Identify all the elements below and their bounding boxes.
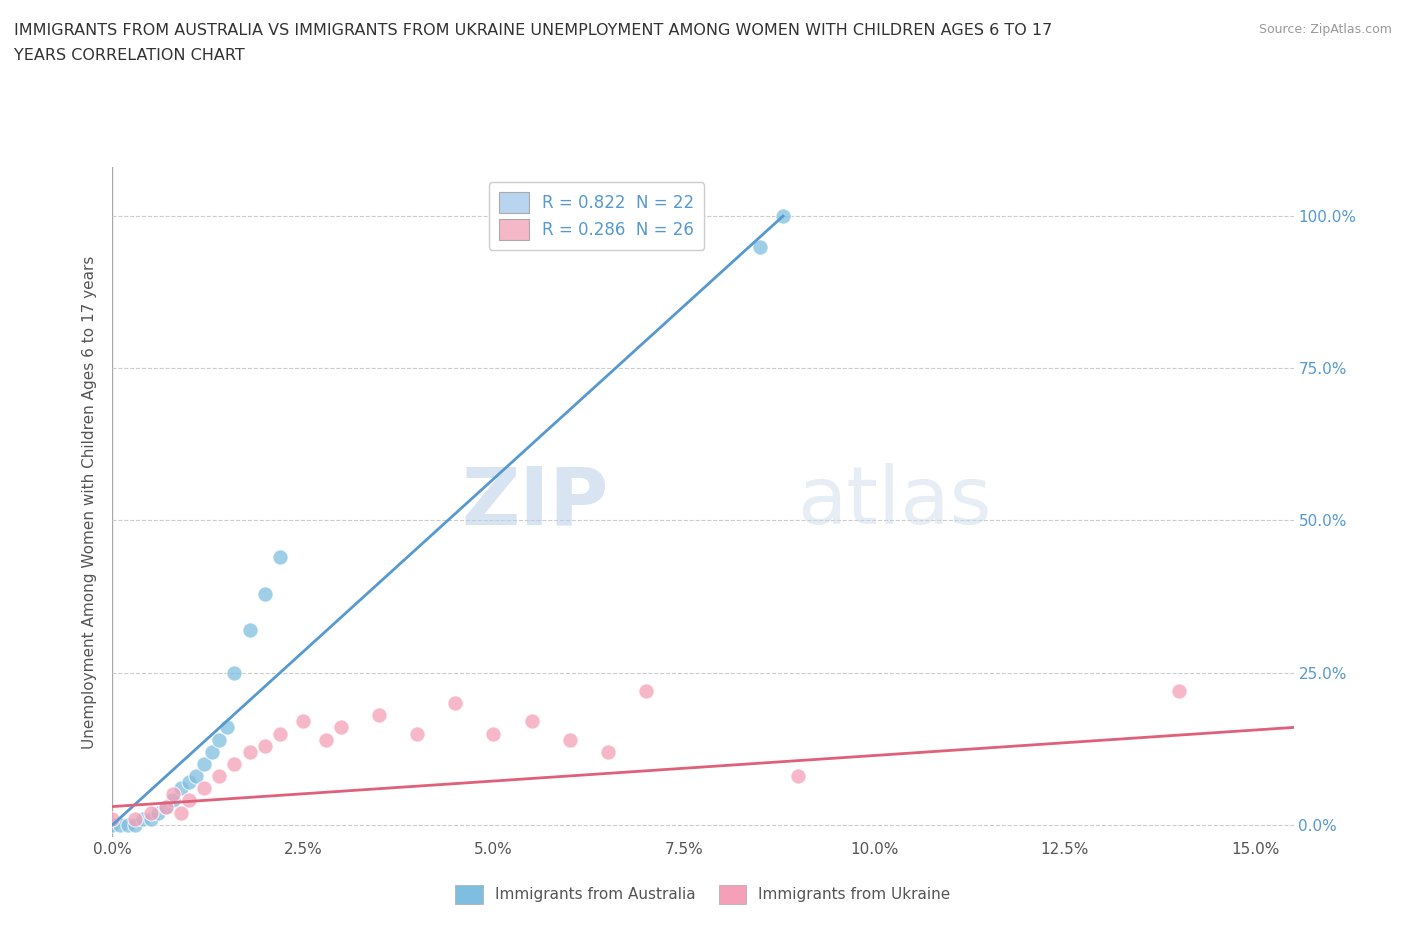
Point: [162, 787, 184, 802]
Point: [200, 744, 222, 759]
Point: [208, 732, 231, 747]
Point: [772, 208, 794, 223]
Point: [108, 817, 131, 832]
Point: [155, 799, 177, 814]
Point: [787, 769, 810, 784]
Point: [132, 811, 155, 826]
Point: [186, 769, 208, 784]
Y-axis label: Unemployment Among Women with Children Ages 6 to 17 years: Unemployment Among Women with Children A…: [82, 256, 97, 749]
Point: [330, 720, 353, 735]
Point: [749, 239, 772, 254]
Point: [634, 684, 657, 698]
Point: [239, 744, 262, 759]
Point: [170, 781, 193, 796]
Point: [101, 811, 124, 826]
Text: YEARS CORRELATION CHART: YEARS CORRELATION CHART: [14, 48, 245, 63]
Point: [224, 756, 246, 771]
Point: [269, 550, 291, 565]
Point: [124, 811, 146, 826]
Point: [482, 726, 505, 741]
Point: [269, 726, 291, 741]
Text: ZIP: ZIP: [461, 463, 609, 541]
Point: [162, 793, 184, 808]
Point: [253, 586, 276, 601]
Text: Source: ZipAtlas.com: Source: ZipAtlas.com: [1258, 23, 1392, 36]
Point: [193, 781, 215, 796]
Point: [177, 793, 200, 808]
Point: [368, 708, 391, 723]
Point: [124, 817, 146, 832]
Point: [1168, 684, 1191, 698]
Point: [239, 622, 262, 637]
Point: [177, 775, 200, 790]
Point: [139, 805, 162, 820]
Text: atlas: atlas: [797, 463, 991, 541]
Point: [215, 720, 238, 735]
Point: [596, 744, 619, 759]
Point: [520, 714, 543, 729]
Point: [193, 756, 215, 771]
Point: [148, 805, 170, 820]
Point: [406, 726, 429, 741]
Point: [101, 817, 124, 832]
Point: [170, 805, 193, 820]
Point: [208, 769, 231, 784]
Point: [444, 696, 467, 711]
Point: [155, 799, 177, 814]
Point: [253, 738, 276, 753]
Point: [558, 732, 581, 747]
Point: [291, 714, 314, 729]
Point: [315, 732, 337, 747]
Legend: Immigrants from Australia, Immigrants from Ukraine: Immigrants from Australia, Immigrants fr…: [450, 879, 956, 910]
Text: IMMIGRANTS FROM AUSTRALIA VS IMMIGRANTS FROM UKRAINE UNEMPLOYMENT AMONG WOMEN WI: IMMIGRANTS FROM AUSTRALIA VS IMMIGRANTS …: [14, 23, 1052, 38]
Point: [117, 817, 139, 832]
Point: [224, 665, 246, 680]
Point: [139, 811, 162, 826]
